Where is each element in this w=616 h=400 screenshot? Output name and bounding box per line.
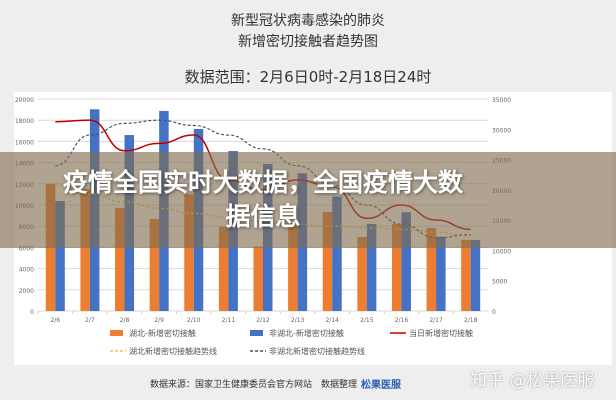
bar-non-hubei (55, 200, 65, 311)
y2-tick-label: 5000 (492, 279, 507, 286)
legend-label: 湖北-新增密切接触 (129, 328, 196, 338)
x-tick-label: 2/17 (429, 317, 443, 324)
bar-hubei (391, 224, 402, 311)
footer: 数据来源：国家卫生健康委员会官方网站 数据整理 松果医服 (150, 376, 401, 391)
legend-label: 湖北新增密切接触趋势线 (129, 346, 217, 356)
x-tick-label: 2/12 (256, 317, 270, 324)
legend-swatch (110, 330, 123, 336)
x-tick-label: 2/11 (222, 317, 236, 324)
logo: 松果医服 (361, 380, 402, 391)
y-tick-label: 2000 (19, 288, 34, 295)
x-tick-label: 2/7 (85, 317, 95, 324)
x-tick-label: 2/8 (120, 317, 130, 324)
legend-label: 当日新增密切接触 (409, 328, 473, 338)
bar-hubei (461, 239, 471, 311)
bar-hubei (288, 222, 298, 311)
bar-hubei (80, 189, 90, 311)
bar-hubei (115, 207, 125, 311)
bar-non-hubei (332, 196, 342, 311)
bar-hubei (426, 228, 437, 311)
bar-hubei (149, 218, 160, 311)
bar-hubei (253, 246, 263, 311)
bar-non-hubei (436, 236, 446, 311)
y2-tick-label: 0 (492, 309, 496, 316)
y2-tick-label: 10000 (492, 248, 511, 255)
legend-swatch (250, 330, 263, 336)
y-tick-label: 0 (30, 309, 34, 316)
y-tick-label: 6000 (19, 245, 34, 252)
bar-non-hubei (470, 239, 481, 311)
chart-title-line-1: 新型冠状病毒感染的肺炎 (231, 13, 385, 29)
x-tick-label: 2/6 (50, 317, 60, 324)
watermark: 知乎 @松果医服 (470, 371, 595, 391)
bar-hubei (184, 194, 194, 311)
series-line-4 (55, 119, 471, 239)
bar-hubei (218, 226, 229, 311)
overlay-banner: 疫情全国实时大数据，全国疫情大数据信息 (0, 152, 616, 248)
x-tick-label: 2/16 (395, 317, 409, 324)
y-tick-label: 20000 (15, 97, 34, 104)
x-tick-label: 2/14 (325, 317, 339, 324)
bar-non-hubei (401, 212, 411, 311)
y-tick-label: 4000 (19, 267, 34, 274)
y2-tick-label: 30000 (492, 127, 511, 134)
legend-label: 非湖北新增密切接触趋势线 (269, 346, 365, 356)
y-tick-label: 16000 (15, 139, 34, 146)
y-tick-label: 18000 (15, 118, 34, 125)
x-tick-label: 2/10 (187, 317, 201, 324)
banner-text: 疫情全国实时大数据，全国疫情大数据信息 (62, 168, 463, 231)
x-tick-label: 2/9 (154, 317, 164, 324)
bar-hubei (322, 211, 333, 311)
bar-hubei (357, 237, 367, 311)
x-tick-label: 2/18 (464, 317, 478, 324)
x-tick-label: 2/13 (291, 317, 305, 324)
legend-label: 非湖北-新增密切接触 (269, 328, 344, 338)
y2-tick-label: 35000 (492, 97, 511, 104)
x-tick-label: 2/15 (360, 317, 374, 324)
date-range: 数据范围：2月6日0时-2月18日24时 (184, 68, 432, 86)
bar-non-hubei (366, 223, 377, 311)
data-source: 数据来源：国家卫生健康委员会官方网站 数据整理 (150, 380, 358, 390)
chart-title-line-2: 新增密切接触者趋势图 (238, 34, 378, 50)
